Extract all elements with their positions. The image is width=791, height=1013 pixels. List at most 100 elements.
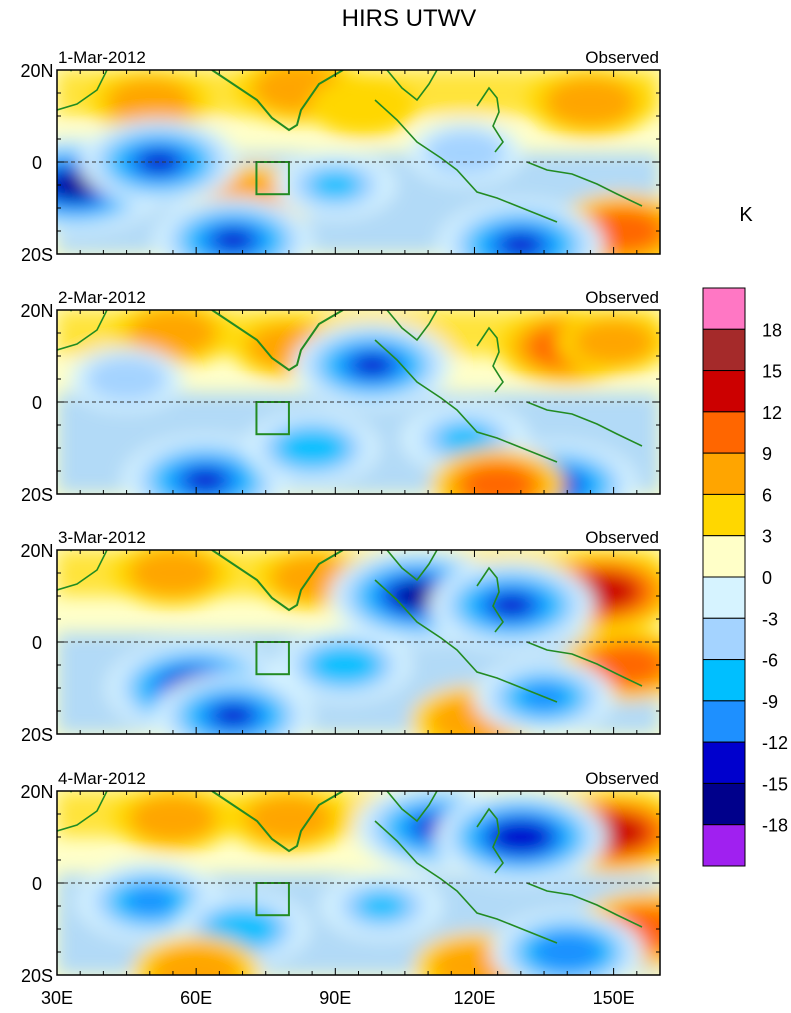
- colorbar-swatch: [702, 287, 746, 330]
- coastline-4: [374, 820, 558, 944]
- coastline-7: [526, 401, 643, 447]
- region-box: [255, 401, 290, 436]
- coastline-3: [211, 310, 344, 372]
- anomaly-blob-6-3: [102, 365, 152, 393]
- coastline-3: [211, 791, 344, 853]
- colorbar: K 18 15 12 9 6 3 0 -3 -6 -9 -12 -15 -18: [702, 204, 788, 867]
- x-tick-label: 30E: [41, 988, 73, 1008]
- region-box: [255, 161, 290, 196]
- anomaly-blob-10-4: [475, 472, 520, 494]
- coastline-5: [386, 310, 438, 342]
- panel-stack: 1-Mar-2012 Observed 20N 0 20S 2-Mar-2012 Obser…: [20, 48, 661, 1008]
- anomaly-blob-8-3: [168, 955, 224, 975]
- colorbar-swatch: [702, 328, 746, 372]
- region-box: [255, 641, 290, 676]
- colorbar-label: 0: [762, 568, 772, 588]
- coastline-8: [57, 70, 108, 111]
- anomaly-blob-9-4: [322, 652, 367, 678]
- colorbar-swatch: [702, 700, 746, 743]
- anomaly-blob-10-3: [440, 139, 490, 167]
- colorbar-swatch: [702, 452, 746, 495]
- coastline-6: [476, 326, 504, 393]
- anomaly-blob-3-2: [330, 88, 396, 125]
- coastline-5: [386, 550, 438, 582]
- panel-observed-label: Observed: [585, 769, 659, 788]
- colorbar-swatch: [702, 493, 746, 537]
- colorbar-label: 3: [762, 527, 772, 547]
- coastline-4: [374, 579, 558, 703]
- coastline-6: [476, 807, 504, 874]
- anomaly-field: [57, 791, 660, 975]
- coastline-4: [374, 339, 558, 463]
- colorbar-label: 18: [762, 320, 782, 340]
- anomaly-blob-9-3: [448, 951, 501, 975]
- anomaly-blob-2-3: [287, 564, 337, 592]
- x-tick-label: 90E: [319, 988, 351, 1008]
- colorbar-label: 9: [762, 444, 772, 464]
- colorbar-swatch: [702, 824, 746, 867]
- y-tick-label: 20S: [21, 966, 53, 986]
- panel-1: 1-Mar-2012 Observed 20N 0 20S: [20, 48, 661, 265]
- coastline-6: [476, 86, 504, 153]
- y-tick-label: 0: [32, 874, 42, 894]
- y-tick-label: 20S: [21, 245, 53, 265]
- anomaly-blob-8-3: [437, 423, 493, 454]
- anomaly-blob-7-6: [57, 174, 97, 196]
- colorbar-swatch: [702, 741, 746, 784]
- panel-date-label: 3-Mar-2012: [58, 528, 146, 547]
- panel-observed-label: Observed: [585, 528, 659, 547]
- panel-2: 2-Mar-2012 Observed 20N 0 20S: [20, 288, 661, 505]
- colorbar-label: -9: [762, 692, 778, 712]
- coastline-7: [526, 161, 643, 207]
- colorbar-swatch: [702, 659, 746, 702]
- colorbar-swatch: [702, 617, 746, 661]
- colorbar-label: -15: [762, 774, 788, 794]
- x-tick-label: 150E: [593, 988, 635, 1008]
- colorbar-tick-labels: 18 15 12 9 6 3 0 -3 -6 -9 -12 -15 -18: [762, 320, 788, 835]
- anomaly-blob-7-4: [220, 916, 265, 942]
- colorbar-label: -12: [762, 733, 788, 753]
- y-tick-label: 20N: [20, 782, 53, 802]
- anomaly-blob-11-3: [355, 891, 408, 921]
- panel-3: 3-Mar-2012 Observed 20N 0 20S: [20, 528, 661, 745]
- colorbar-label: -3: [762, 609, 778, 629]
- colorbar-swatch: [702, 411, 746, 454]
- anomaly-blob-2-3: [263, 804, 315, 833]
- coastline-7: [526, 641, 643, 687]
- coastline-8: [57, 791, 108, 832]
- coastline-5: [386, 791, 438, 823]
- y-tick-label: 0: [32, 153, 42, 173]
- anomaly-blob-4-3: [589, 328, 639, 356]
- x-tick-label: 60E: [180, 988, 212, 1008]
- colorbar-swatch: [702, 782, 746, 826]
- coastline-3: [211, 550, 344, 612]
- anomaly-blob-5-5: [350, 353, 395, 377]
- anomaly-blob-1-3: [147, 318, 199, 348]
- region-box: [255, 882, 290, 917]
- colorbar-label: 15: [762, 362, 782, 382]
- colorbar-swatch: [702, 370, 746, 413]
- anomaly-field: [57, 310, 660, 494]
- coastline-7: [526, 882, 643, 928]
- anomaly-blob-1-3: [147, 804, 199, 833]
- y-tick-label: 0: [32, 633, 42, 653]
- x-tick-label: 120E: [453, 988, 495, 1008]
- coastline-5: [386, 70, 438, 102]
- colorbar-swatch: [702, 535, 746, 578]
- colorbar-label: 6: [762, 485, 772, 505]
- anomaly-blob-12-5: [546, 940, 589, 964]
- anomaly-blob-7-5: [211, 703, 255, 728]
- anomaly-blob-11-5: [498, 232, 544, 254]
- colorbar-unit-label: K: [739, 204, 753, 226]
- y-tick-label: 20N: [20, 301, 53, 321]
- anomaly-blob-5-6: [500, 826, 541, 848]
- colorbar-label: -18: [762, 816, 788, 836]
- anomaly-field: [57, 550, 660, 734]
- y-tick-label: 20S: [21, 485, 53, 505]
- panel-observed-label: Observed: [585, 48, 659, 67]
- anomaly-blob-12-3: [309, 170, 362, 200]
- y-tick-label: 20N: [20, 541, 53, 561]
- panel-date-label: 4-Mar-2012: [58, 769, 146, 788]
- anomaly-blob-1-3: [123, 87, 176, 117]
